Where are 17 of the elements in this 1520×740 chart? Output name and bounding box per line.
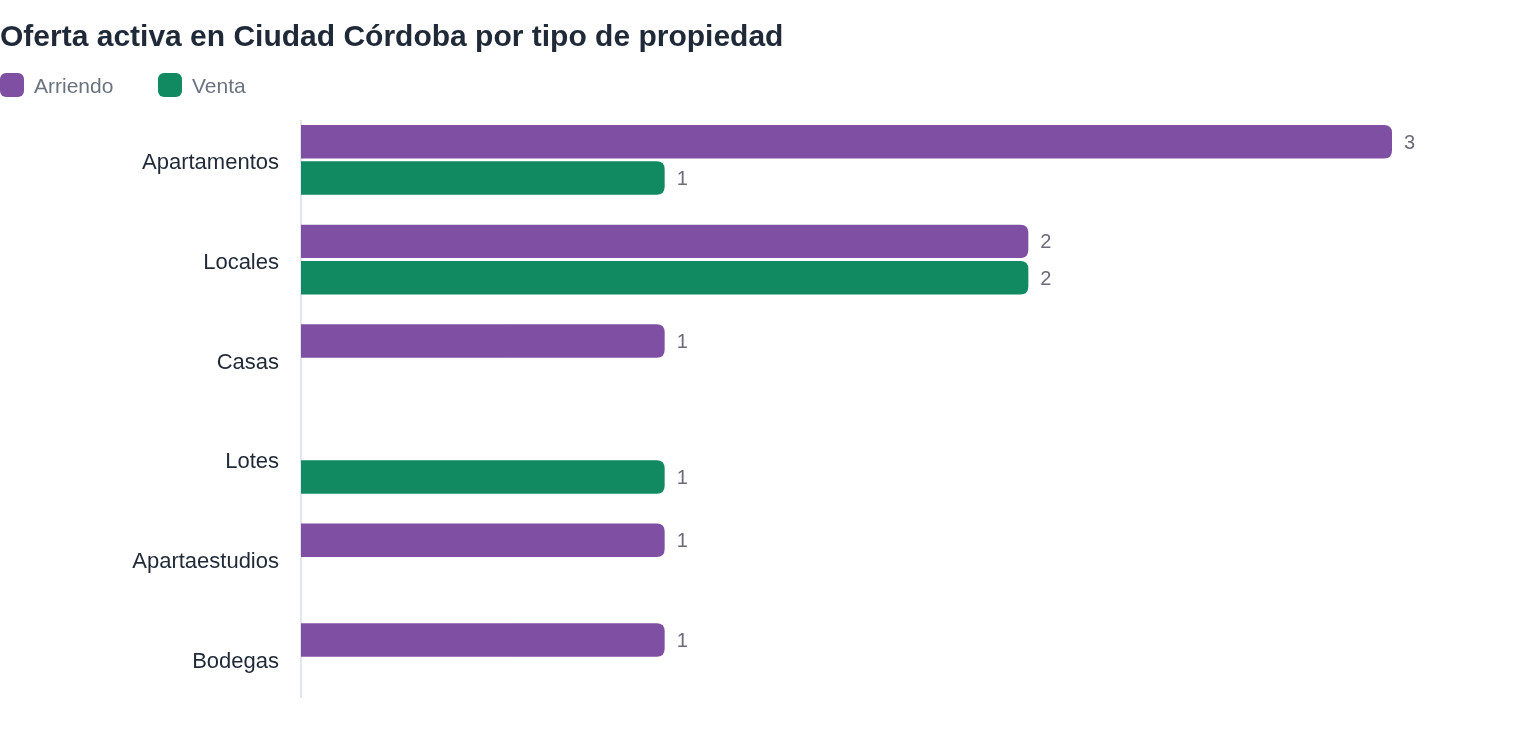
data-label: 1	[676, 465, 688, 488]
y-tick-label: Locales	[203, 249, 279, 275]
data-label: 1	[676, 330, 688, 353]
y-tick-label: Casas	[216, 348, 279, 374]
data-label: 2	[1040, 266, 1052, 289]
data-label: 1	[676, 628, 688, 651]
legend-label: Venta	[192, 73, 247, 97]
data-label: 3	[1404, 130, 1416, 153]
data-label: 1	[676, 529, 688, 552]
y-tick-label: Apartamentos	[142, 149, 279, 175]
legend-label: Arriendo	[34, 73, 114, 97]
y-tick-label: Apartaestudios	[132, 547, 279, 573]
y-tick-label: Lotes	[225, 448, 279, 474]
data-label: 2	[1040, 230, 1052, 253]
chart-title: Oferta activa en Ciudad Córdoba por tipo de propiedad	[0, 19, 784, 52]
y-tick-label: Bodegas	[192, 647, 279, 673]
data-label: 1	[676, 167, 688, 190]
